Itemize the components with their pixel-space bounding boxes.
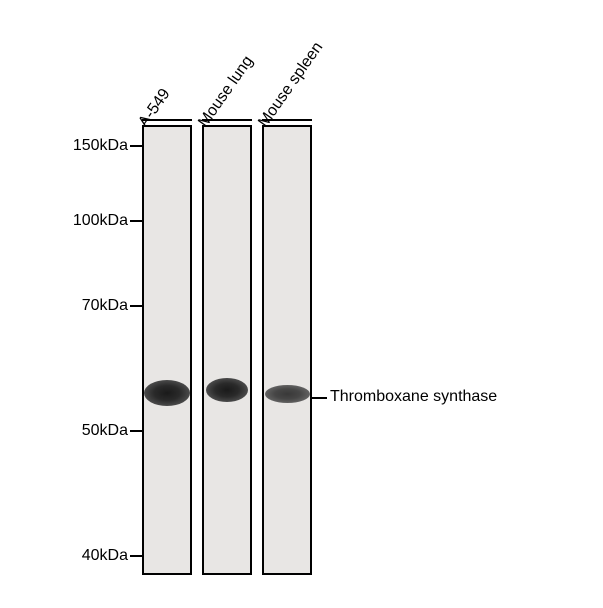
marker-150: 150kDa bbox=[64, 137, 128, 155]
marker-tick-50 bbox=[130, 430, 142, 432]
lane-label-3: Mouse spleen bbox=[255, 39, 327, 131]
antibody-label: Thromboxane synthase bbox=[330, 388, 497, 406]
marker-70: 70kDa bbox=[72, 297, 128, 315]
marker-tick-150 bbox=[130, 145, 142, 147]
band-lane3 bbox=[265, 385, 310, 403]
marker-tick-70 bbox=[130, 305, 142, 307]
lane-underline-3 bbox=[262, 119, 312, 121]
lane-3 bbox=[262, 125, 312, 575]
band-lane2 bbox=[206, 378, 248, 402]
marker-tick-100 bbox=[130, 220, 142, 222]
marker-tick-40 bbox=[130, 555, 142, 557]
marker-40: 40kDa bbox=[72, 547, 128, 565]
lane-2 bbox=[202, 125, 252, 575]
marker-50: 50kDa bbox=[72, 422, 128, 440]
marker-100: 100kDa bbox=[64, 212, 128, 230]
lane-underline-1 bbox=[142, 119, 192, 121]
western-blot-figure: A-549 Mouse lung Mouse spleen 150kDa 100… bbox=[0, 0, 603, 608]
band-lane1 bbox=[144, 380, 190, 406]
lane-underline-2 bbox=[202, 119, 252, 121]
antibody-tick bbox=[312, 397, 327, 399]
lane-1 bbox=[142, 125, 192, 575]
